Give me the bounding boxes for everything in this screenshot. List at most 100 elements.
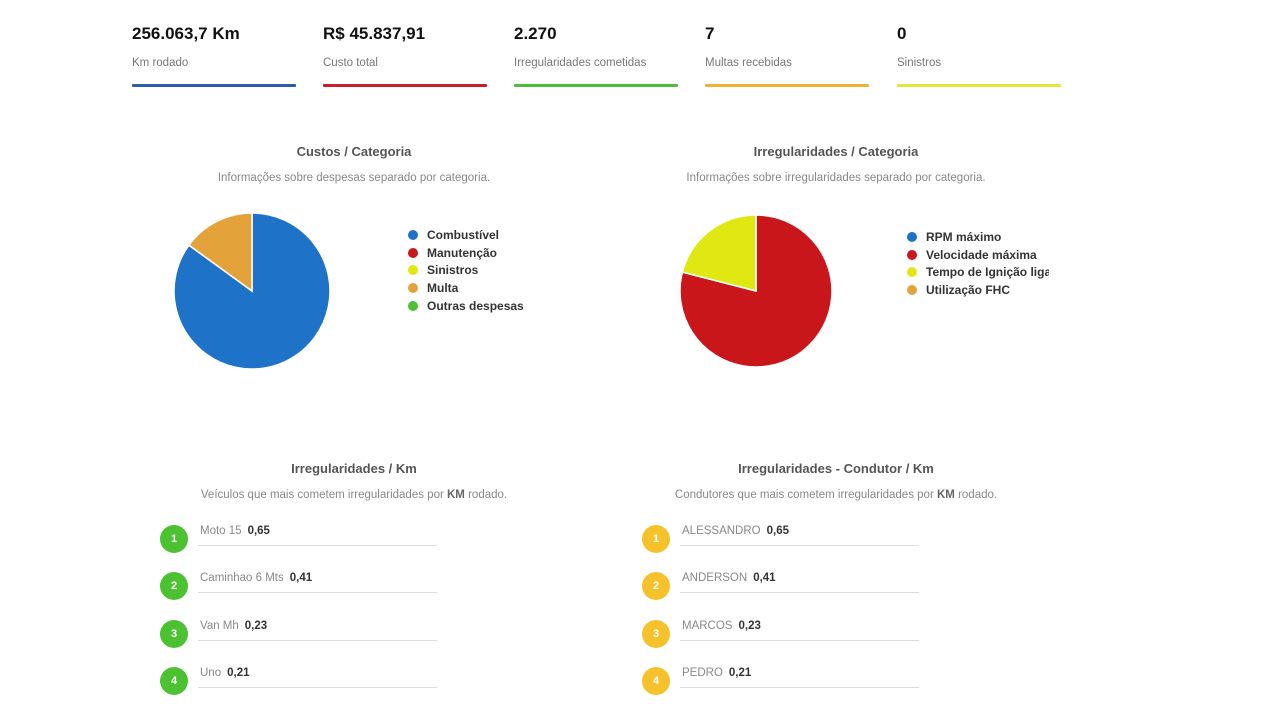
rank-badge: 4: [642, 666, 670, 695]
divider: [680, 639, 919, 641]
divider: [198, 592, 437, 594]
vehicle-name: Moto 15 0,65: [200, 525, 270, 537]
kpi-value: 256.063,7 Km: [132, 24, 240, 43]
legend-dot: [907, 231, 917, 242]
vehicles-subtitle: Veículos que mais cometem irregularidade…: [154, 489, 554, 501]
drivers-subtitle: Condutores que mais cometem irregularida…: [636, 489, 1036, 501]
kpi-custo-total: R$ 45.837,91 Custo total: [323, 22, 487, 87]
kpi-value: R$ 45.837,91: [323, 24, 426, 43]
kpi-label: Sinistros: [897, 57, 942, 69]
kpi-bar: [514, 84, 678, 87]
kpi-label: Irregularidades cometidas: [514, 57, 647, 69]
drivers-subtitle-pre: Condutores que mais cometem irregularida…: [674, 489, 934, 501]
kpi-value: 7: [705, 24, 715, 43]
legend-item[interactable]: Utilização FHC: [907, 281, 1049, 299]
vehicle-value: 0,41: [289, 572, 313, 585]
driver-name: ALESSANDRO 0,65: [682, 525, 789, 537]
kpi-bar: [705, 84, 869, 87]
pie-slice-multa[interactable]: [187, 212, 253, 293]
list-item[interactable]: 2 Caminhao 6 Mts 0,41: [160, 570, 437, 617]
legend-dot: [907, 249, 917, 260]
legend-item[interactable]: RPM máximo: [907, 228, 1049, 246]
divider: [198, 639, 437, 641]
legend-label: Velocidade máxima: [926, 247, 1037, 262]
rank-badge: 1: [160, 525, 188, 553]
legend-dot: [907, 267, 917, 278]
driver-name: MARCOS 0,23: [682, 619, 761, 632]
divider: [198, 686, 437, 688]
kpi-value: 2.270: [514, 24, 557, 43]
drivers-subtitle-post: rodado.: [958, 489, 998, 501]
rank-badge: 1: [642, 525, 670, 553]
vehicle-value: 0,21: [227, 666, 250, 679]
pie-slice-tempo-de-igni-o-ligado[interactable]: [681, 214, 757, 292]
vehicle-name: Uno 0,21: [200, 666, 250, 679]
legend-label: Outras despesas: [427, 298, 524, 313]
legend-label: RPM máximo: [926, 229, 1002, 244]
kpi-irregularidades: 2.270 Irregularidades cometidas: [514, 22, 678, 87]
divider: [198, 545, 437, 546]
kpi-bar: [132, 84, 296, 87]
legend-item[interactable]: Velocidade máxima: [907, 246, 1049, 264]
vehicle-name: Caminhao 6 Mts 0,41: [200, 572, 313, 585]
legend-item[interactable]: Combustível: [408, 226, 524, 244]
legend-dot: [408, 229, 418, 240]
legend-label: Tempo de Ignição ligado: [926, 265, 1049, 280]
kpi-multas: 7 Multas recebidas: [705, 22, 869, 87]
costs-pie-chart[interactable]: [172, 211, 332, 371]
legend-item[interactable]: Multa: [408, 279, 524, 297]
kpi-bar: [323, 84, 487, 87]
rank-badge: 2: [160, 572, 188, 601]
kpi-km-rodado: 256.063,7 Km Km rodado: [132, 22, 296, 87]
list-item[interactable]: 1 ALESSANDRO 0,65: [642, 523, 919, 570]
vehicle-value: 0,65: [247, 525, 270, 537]
legend-item[interactable]: Manutenção: [408, 244, 524, 262]
legend-label: Utilização FHC: [926, 282, 1011, 297]
legend-dot: [907, 284, 917, 295]
rank-badge: 4: [160, 666, 188, 695]
vehicles-title: Irregularidades / Km: [291, 461, 417, 476]
legend-item[interactable]: Outras despesas: [408, 297, 524, 315]
list-item[interactable]: 4 Uno 0,21: [160, 665, 437, 712]
list-item[interactable]: 4 PEDRO 0,21: [642, 665, 919, 712]
divider: [680, 592, 919, 594]
driver-name: ANDERSON 0,41: [682, 572, 776, 585]
costs-subtitle: Informações sobre despesas separado por …: [217, 172, 491, 184]
kpi-bar: [897, 84, 1061, 87]
legend-dot: [408, 247, 418, 258]
vehicles-ranking-list: 1 Moto 15 0,65 2 Caminhao 6 Mts 0,41 3 Van…: [160, 523, 437, 712]
kpi-label: Multas recebidas: [705, 57, 792, 69]
legend-label: Sinistros: [427, 263, 479, 278]
list-item[interactable]: 1 Moto 15 0,65: [160, 523, 437, 570]
irregularities-subtitle: Informações sobre irregularidades separa…: [686, 172, 986, 184]
rank-badge: 3: [160, 619, 188, 648]
costs-legend: Combustível Manutenção Sinistros Multa O…: [408, 226, 524, 314]
kpi-label: Km rodado: [132, 57, 189, 69]
legend-dot: [408, 265, 418, 276]
kpi-label: Custo total: [323, 57, 378, 69]
legend-label: Combustível: [427, 227, 500, 242]
driver-value: 0,65: [766, 525, 789, 537]
rank-badge: 2: [642, 572, 670, 601]
vehicles-subtitle-pre: Veículos que mais cometem irregularidade…: [200, 489, 444, 501]
vehicle-value: 0,23: [244, 619, 268, 632]
divider: [680, 686, 919, 688]
vehicles-subtitle-strong: KM: [447, 489, 465, 501]
legend-item[interactable]: Sinistros: [408, 261, 524, 279]
drivers-ranking-list: 1 ALESSANDRO 0,65 2 ANDERSON 0,41 3 MARCOS…: [642, 523, 919, 712]
legend-label: Multa: [427, 280, 459, 295]
legend-dot: [408, 300, 418, 311]
kpi-value: 0: [897, 24, 907, 43]
legend-item[interactable]: Tempo de Ignição ligado: [907, 263, 1049, 281]
driver-value: 0,21: [728, 666, 752, 679]
kpi-sinistros: 0 Sinistros: [897, 22, 1061, 87]
rank-badge: 3: [642, 619, 670, 648]
divider: [680, 545, 919, 546]
legend-label: Manutenção: [427, 245, 498, 260]
irregularities-pie-chart[interactable]: [678, 213, 834, 369]
list-item[interactable]: 3 Van Mh 0,23: [160, 618, 437, 665]
list-item[interactable]: 3 MARCOS 0,23: [642, 618, 919, 665]
vehicle-name: Van Mh 0,23: [200, 619, 268, 632]
list-item[interactable]: 2 ANDERSON 0,41: [642, 570, 919, 617]
drivers-title: Irregularidades - Condutor / Km: [738, 461, 934, 476]
